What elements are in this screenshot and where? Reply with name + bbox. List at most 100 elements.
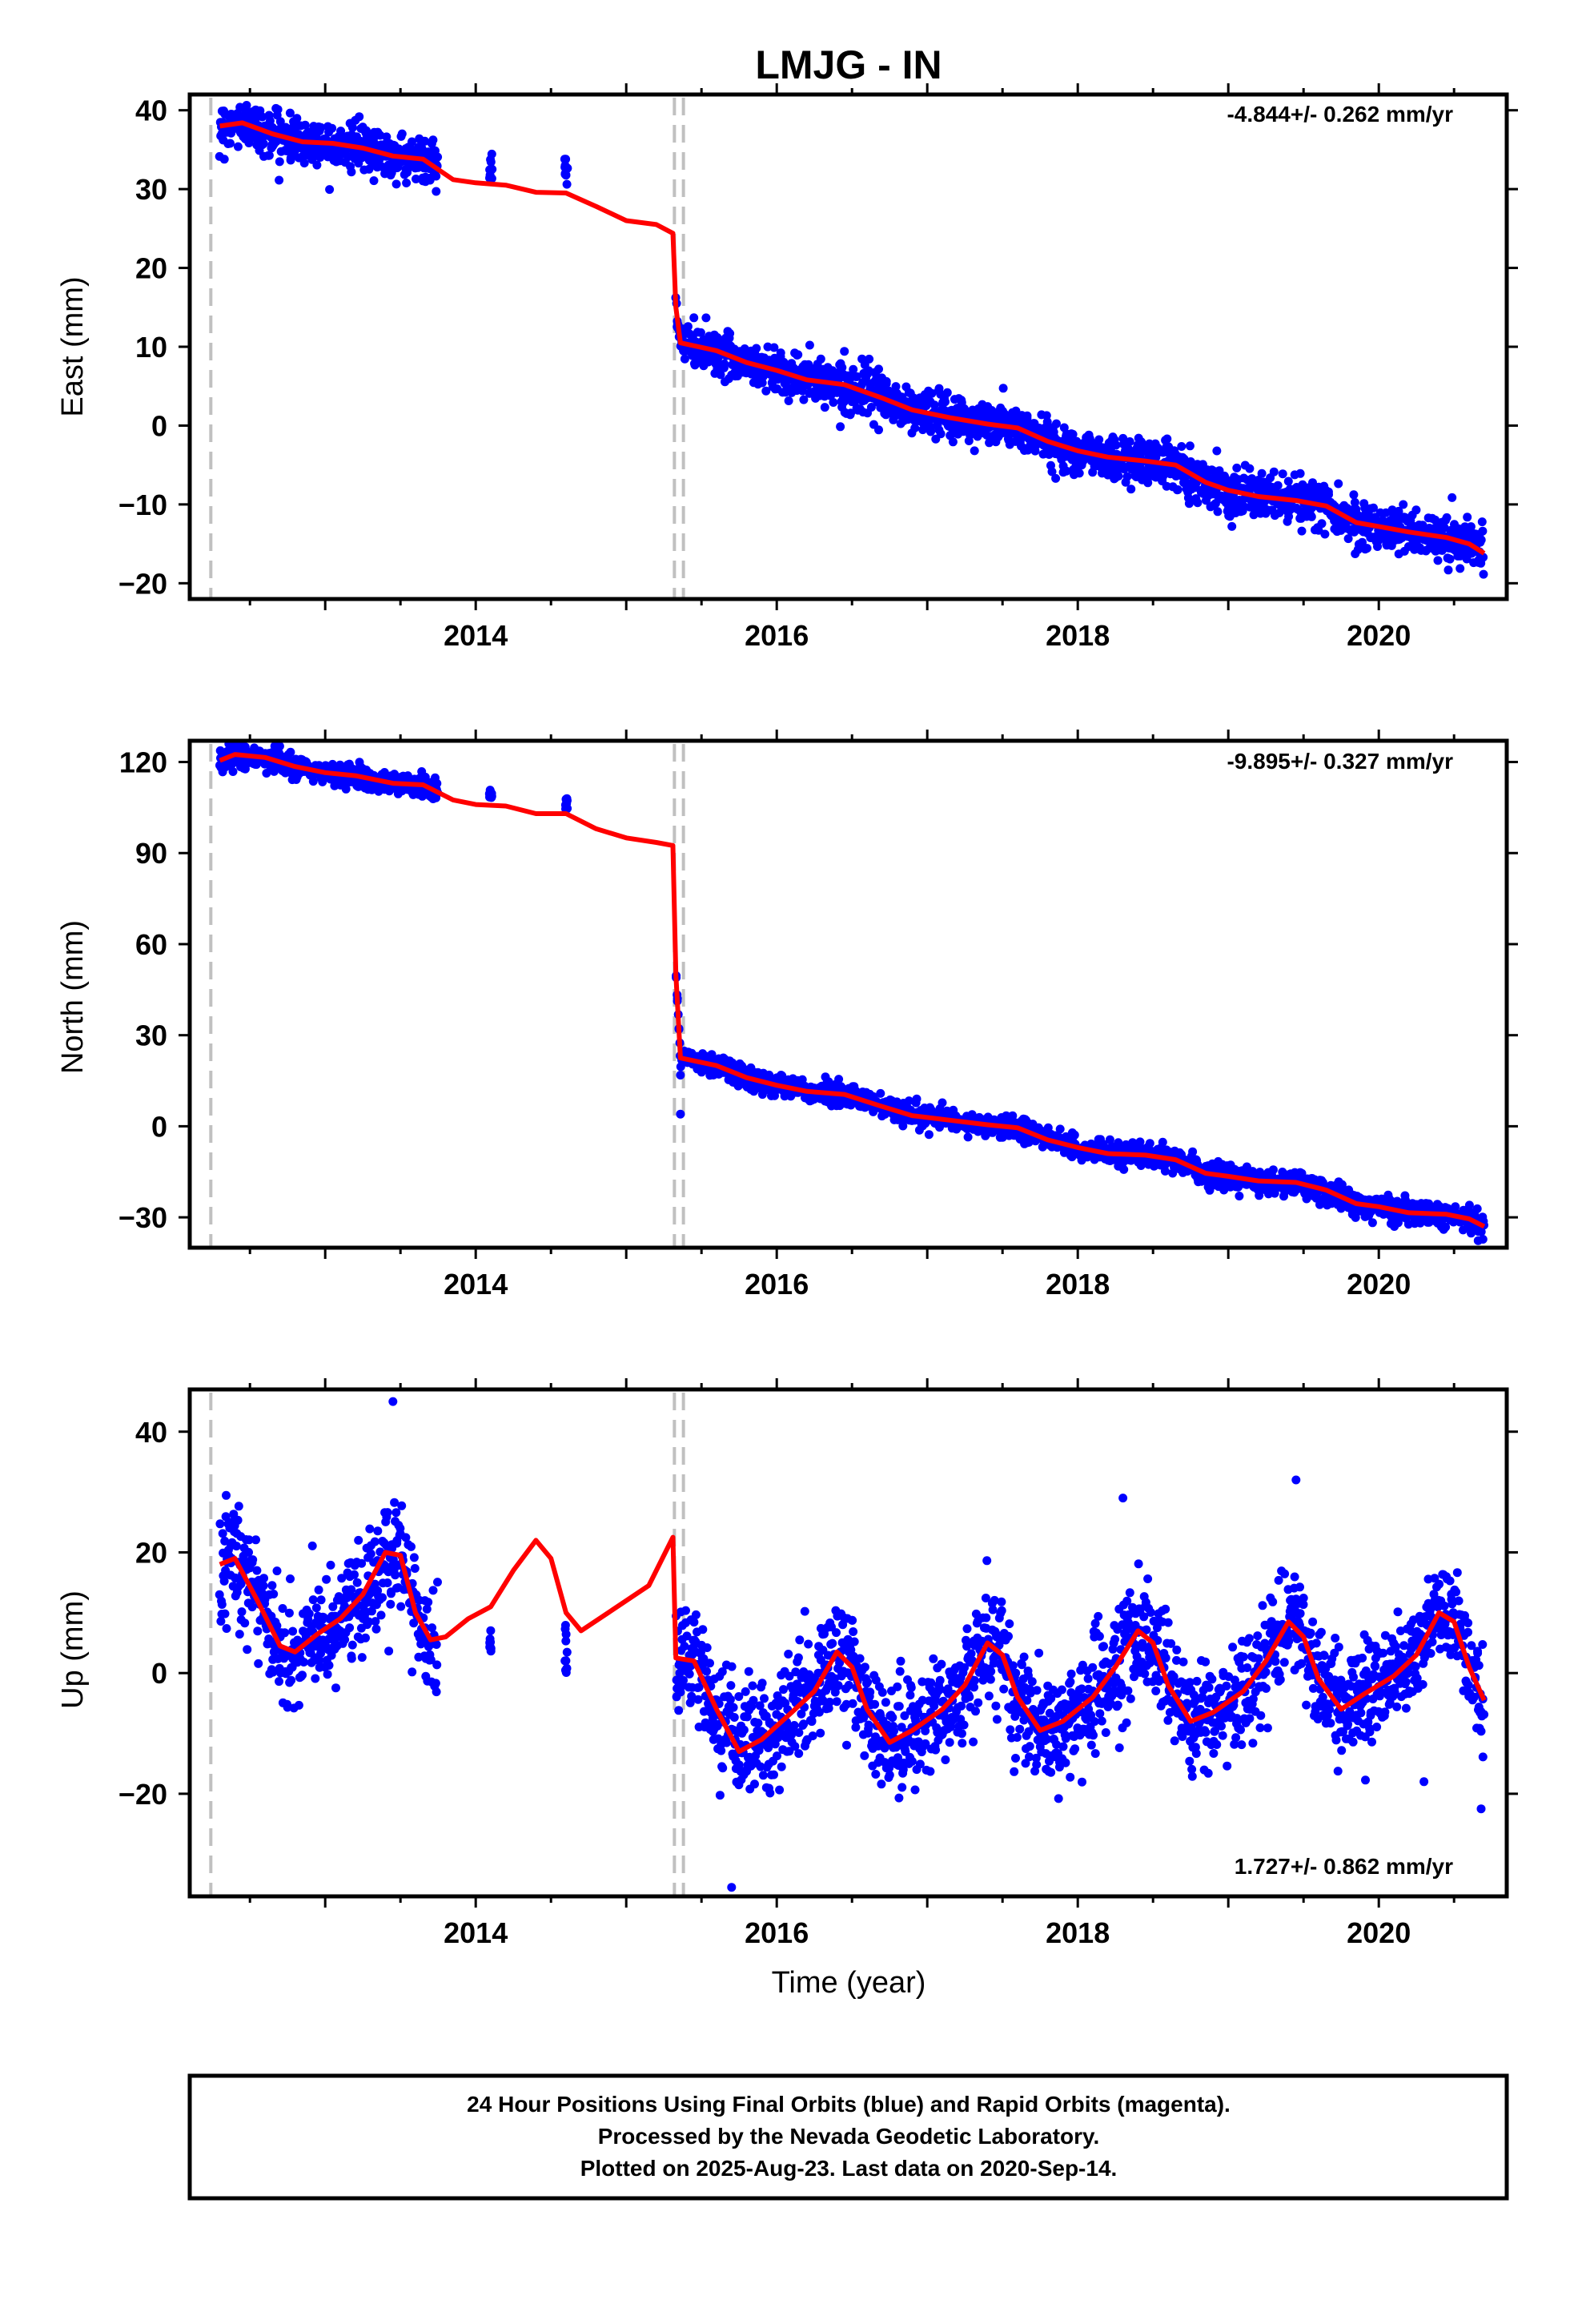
up-data-point [233, 1515, 243, 1525]
north-x-tick-label: 2016 [745, 1268, 809, 1301]
north-data-point [1070, 1130, 1079, 1140]
up-data-point [328, 1602, 338, 1611]
up-data-point [367, 1606, 376, 1616]
east-data-point [1478, 526, 1488, 536]
east-data-point [1295, 468, 1305, 478]
up-data-point [247, 1602, 257, 1612]
north-data-point [676, 1109, 685, 1119]
east-data-point [837, 363, 847, 372]
up-data-point [352, 1578, 362, 1587]
north-data-point [561, 794, 571, 804]
east-data-point [1477, 517, 1487, 527]
north-y-tick-label: 120 [119, 746, 167, 779]
north-data-point [1472, 1204, 1482, 1213]
east-data-point [839, 397, 849, 407]
up-data-point [315, 1656, 324, 1665]
east-data-point [347, 167, 356, 177]
north-plot-frame [187, 738, 1509, 1250]
east-data-point [1232, 463, 1242, 472]
east-data-point [1314, 525, 1323, 535]
east-data-point [1343, 534, 1353, 544]
east-data-point [1125, 437, 1134, 446]
north-data-point [770, 1091, 779, 1100]
east-data-point [866, 403, 876, 412]
east-data-point [1479, 569, 1488, 579]
east-data-point [1227, 521, 1237, 531]
east-data-point [433, 152, 443, 162]
up-panel: 1.727+/- 0.862 mm/yr Up (mm) 2014 2016 201… [56, 1378, 1518, 1949]
east-panel: -4.844+/- 0.262 mm/yr East (mm) 2014 2016… [56, 83, 1518, 652]
north-data-point [963, 1132, 973, 1142]
east-y-tick-label: 40 [135, 94, 167, 127]
north-data-point [1235, 1192, 1244, 1200]
north-data-point [1441, 1222, 1451, 1232]
east-data-point [829, 398, 838, 407]
north-data-point [1297, 1168, 1307, 1178]
east-data-point [1394, 506, 1403, 516]
up-data-point [311, 1603, 321, 1613]
up-data-point [243, 1645, 252, 1655]
north-data-point [341, 784, 351, 794]
east-data-point [273, 105, 283, 115]
up-data-point [244, 1535, 254, 1545]
up-data-point [322, 1574, 331, 1584]
north-x-tick-label: 2014 [444, 1268, 508, 1301]
east-data-point [1442, 513, 1452, 522]
east-data-point [561, 171, 571, 180]
east-data-point [1456, 564, 1465, 573]
up-data-point [294, 1700, 303, 1710]
east-data-point [889, 415, 898, 424]
east-data-point [1022, 411, 1032, 420]
north-y-tick-label: 0 [151, 1110, 167, 1143]
up-data-point [251, 1535, 260, 1545]
east-data-point [1126, 485, 1136, 494]
east-data-point [1213, 507, 1223, 517]
up-data-point [299, 1658, 308, 1667]
up-data-point [218, 1529, 227, 1538]
east-data-point [784, 396, 793, 405]
east-data-point [820, 403, 829, 412]
east-data-point [1184, 499, 1194, 509]
east-data-point [1466, 522, 1476, 532]
east-data-point [865, 354, 874, 364]
east-data-point [1358, 537, 1367, 547]
east-data-point [1249, 510, 1259, 520]
east-data-point [300, 120, 310, 130]
up-data-point [275, 1677, 283, 1687]
east-data-points [215, 94, 1488, 579]
east-data-point [836, 422, 845, 432]
east-data-point [560, 155, 569, 164]
east-data-point [1193, 498, 1203, 508]
east-data-point [1269, 467, 1279, 476]
north-data-point [432, 778, 442, 788]
up-data-point [272, 1566, 282, 1576]
east-data-point [798, 386, 807, 396]
east-y-tick-label: 20 [135, 252, 167, 285]
east-data-point [299, 159, 309, 168]
east-data-point [1463, 513, 1472, 522]
up-data-point [311, 1674, 320, 1683]
north-y-tick-label: 60 [135, 928, 167, 961]
up-data-point [326, 1560, 335, 1570]
east-data-point [1273, 480, 1283, 490]
east-model-curve [219, 120, 1486, 556]
north-data-point [797, 1075, 807, 1084]
east-data-point [391, 179, 401, 189]
east-data-point [853, 372, 861, 381]
up-data-point [217, 1600, 227, 1609]
east-data-point [325, 185, 335, 195]
up-data-point [366, 1549, 375, 1558]
east-data-point [432, 187, 441, 196]
east-data-point [336, 127, 346, 136]
up-data-point [235, 1630, 244, 1639]
east-data-point [1476, 535, 1486, 545]
east-x-tick-label: 2014 [444, 619, 508, 652]
up-data-point [268, 1667, 278, 1677]
north-x-tick-label: 2018 [1046, 1268, 1110, 1301]
north-rate-label: -9.895+/- 0.327 mm/yr [1227, 749, 1453, 774]
east-data-point [752, 344, 761, 353]
up-data-point [345, 1623, 355, 1633]
east-data-point [680, 354, 689, 364]
up-data-point [304, 1609, 314, 1618]
east-data-point [1443, 565, 1453, 575]
